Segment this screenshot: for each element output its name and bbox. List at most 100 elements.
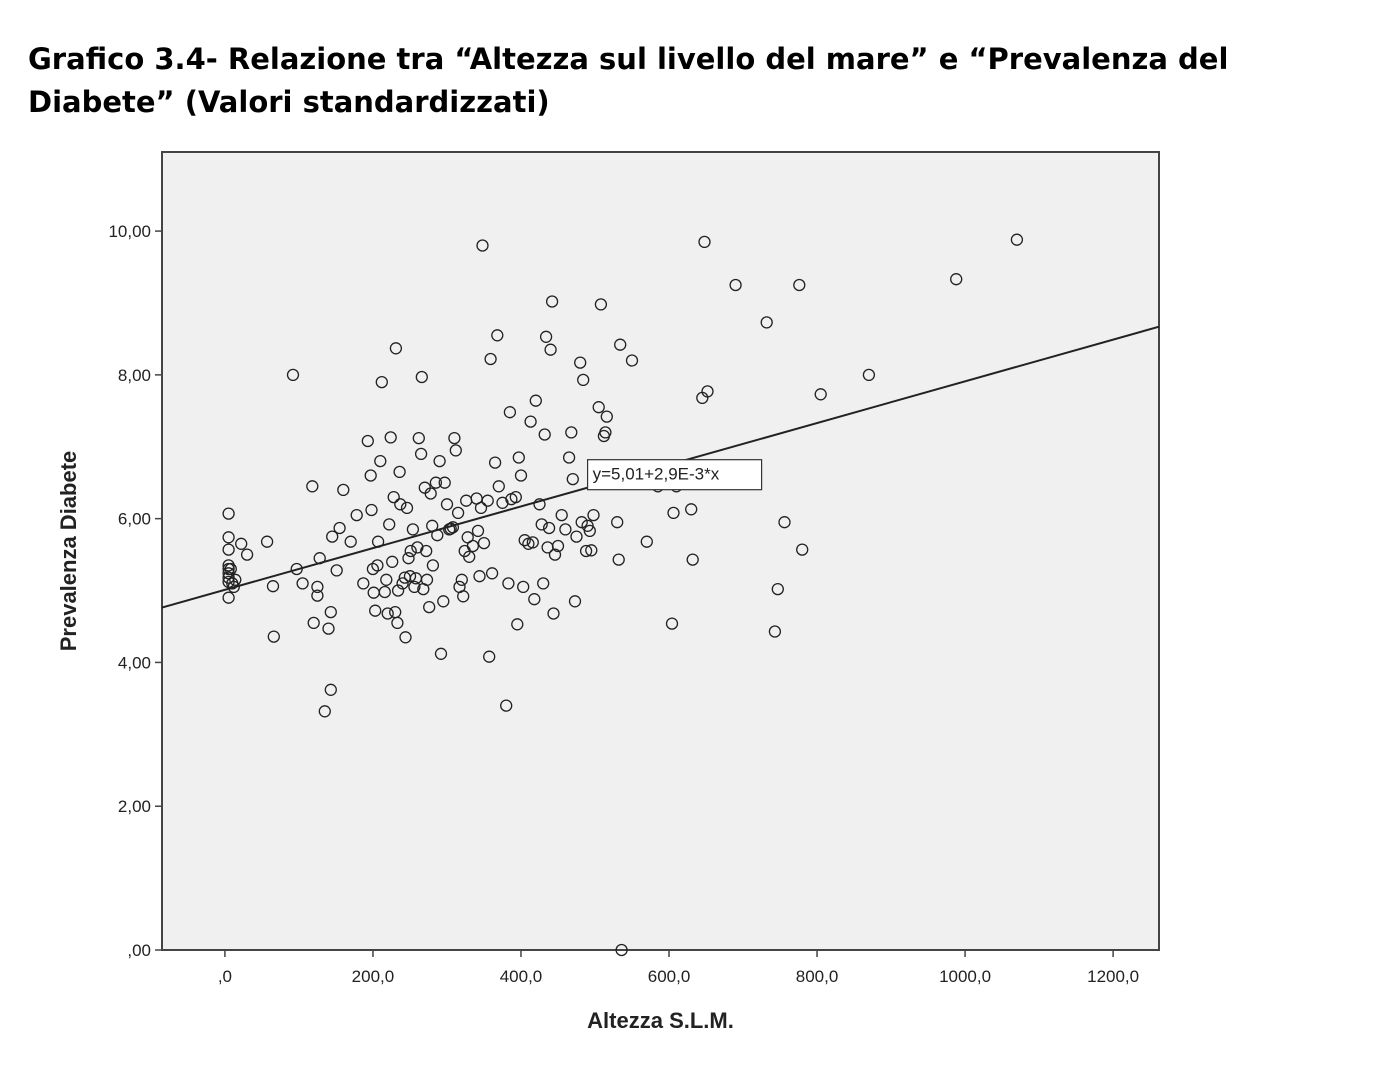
data-point (296, 577, 309, 590)
data-point (583, 524, 596, 538)
data-point (438, 476, 451, 489)
data-point (518, 534, 531, 547)
data-point (449, 444, 462, 457)
data-point (383, 518, 396, 531)
data-point (433, 454, 446, 468)
data-point (492, 480, 505, 493)
data-point (380, 573, 393, 586)
data-point (471, 524, 485, 538)
data-point (306, 480, 319, 493)
data-point (511, 618, 524, 631)
data-point (229, 573, 242, 586)
data-point (424, 487, 437, 500)
y-tick-label: 8,00 (118, 366, 151, 385)
data-point (286, 368, 300, 382)
regression-equation: y=5,01+2,9E-3*x (593, 465, 720, 484)
data-point (579, 544, 593, 558)
data-point (484, 352, 497, 366)
data-point (451, 506, 465, 520)
data-point (599, 426, 612, 439)
data-point (391, 616, 404, 630)
y-axis-title: Prevalenza Diabete (56, 451, 81, 652)
data-point (260, 535, 274, 548)
data-point (537, 577, 550, 590)
x-tick-label: 200,0 (352, 967, 395, 986)
data-point (311, 580, 324, 594)
data-point (568, 595, 582, 608)
data-point (318, 705, 331, 718)
data-point (408, 580, 421, 594)
data-point (614, 338, 627, 351)
data-point (235, 537, 248, 550)
data-point (402, 552, 415, 565)
data-point (950, 273, 963, 286)
data-point (455, 573, 468, 586)
data-point (612, 553, 625, 566)
data-point (414, 447, 428, 461)
data-point (222, 543, 235, 556)
data-point (426, 559, 440, 572)
data-point (566, 472, 579, 486)
data-point (337, 483, 350, 497)
data-point (760, 316, 773, 329)
data-point (326, 530, 339, 543)
data-point (423, 600, 436, 614)
y-tick-label: 10,00 (108, 222, 151, 241)
data-point (333, 521, 346, 535)
data-point (503, 406, 517, 419)
data-point (378, 585, 391, 599)
data-point (771, 582, 784, 596)
equation-box-frame (586, 459, 763, 491)
data-point (365, 503, 378, 517)
data-point (570, 530, 583, 543)
data-point (440, 498, 454, 511)
data-point (375, 375, 388, 389)
data-point (574, 356, 587, 369)
data-point (481, 494, 494, 507)
data-point (686, 553, 699, 566)
y-tick-label: 2,00 (118, 797, 151, 816)
data-point (483, 650, 496, 663)
data-point (394, 498, 407, 511)
data-point (491, 329, 504, 342)
data-point (542, 521, 556, 535)
data-point (324, 605, 337, 619)
y-tick-label: ,00 (127, 941, 151, 960)
data-point (476, 239, 489, 252)
data-point (555, 508, 568, 522)
data-point (477, 536, 491, 550)
data-point (429, 476, 443, 489)
data-point (420, 544, 433, 558)
data-point (330, 564, 343, 577)
data-point (350, 508, 363, 522)
data-point (577, 373, 590, 387)
data-point (526, 536, 539, 549)
x-tick-label: 400,0 (500, 967, 543, 986)
data-point (575, 516, 588, 529)
data-point (502, 577, 515, 590)
data-point (517, 580, 530, 594)
chart-title: Grafico 3.4- Relazione tra “Altezza sul … (28, 42, 1229, 119)
data-point (729, 278, 742, 292)
data-point (371, 559, 384, 572)
data-point (396, 577, 409, 590)
data-point (524, 415, 537, 428)
data-point (307, 616, 320, 630)
data-point (545, 295, 559, 308)
data-point (701, 385, 714, 398)
data-point (404, 544, 417, 558)
data-point (547, 607, 560, 620)
data-point (324, 683, 337, 696)
data-point (625, 354, 639, 367)
data-point (412, 431, 425, 445)
data-point (391, 584, 405, 597)
data-point (437, 595, 450, 608)
x-axis-title: Altezza S.L.M. (587, 1008, 734, 1033)
data-point (357, 577, 370, 590)
data-point (267, 630, 280, 643)
data-point (222, 507, 235, 520)
data-point (587, 508, 600, 522)
data-point (778, 516, 791, 529)
data-point (611, 516, 624, 529)
data-point (592, 401, 605, 414)
